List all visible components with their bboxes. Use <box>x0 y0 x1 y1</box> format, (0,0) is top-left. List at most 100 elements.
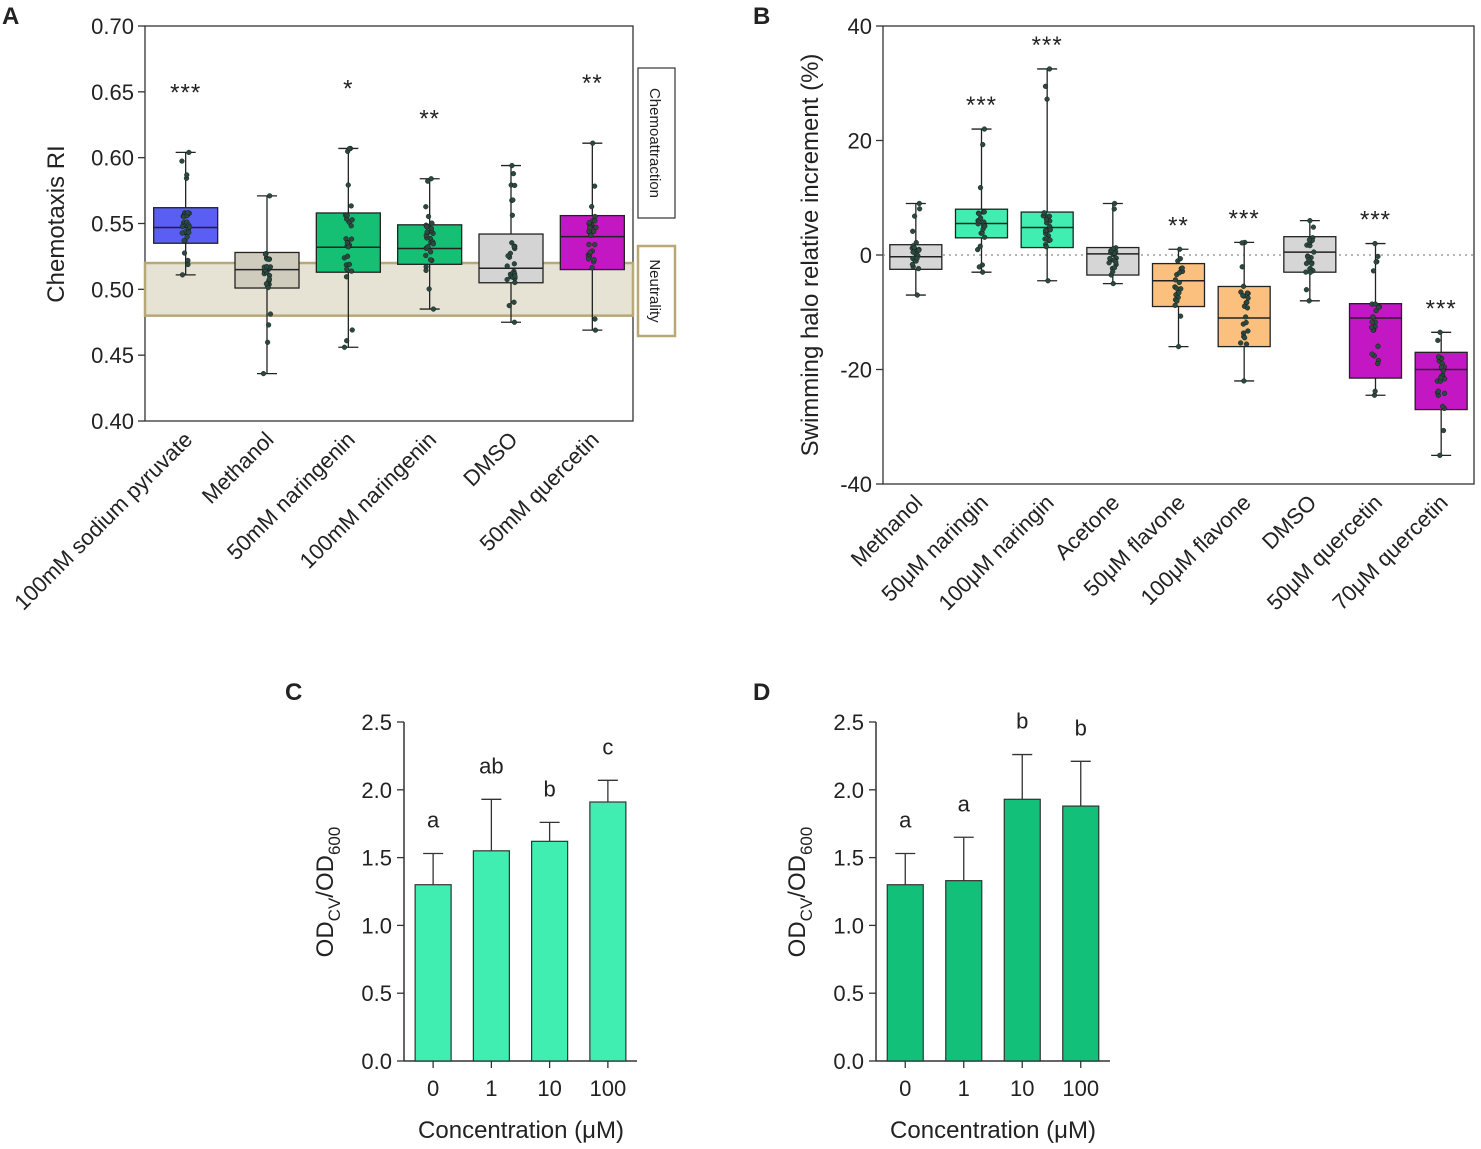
y-tick-label: 0.45 <box>91 343 134 368</box>
data-point <box>1240 292 1246 299</box>
data-point <box>1045 278 1051 284</box>
data-point <box>588 232 594 239</box>
data-point <box>909 261 916 268</box>
data-point <box>1110 281 1116 287</box>
bar <box>472 850 510 1062</box>
y-tick-label: 2.5 <box>833 710 864 735</box>
x-tick-label: 100 <box>1062 1076 1099 1101</box>
data-point <box>915 266 922 272</box>
data-point <box>511 261 517 267</box>
data-point <box>910 228 916 234</box>
data-point <box>423 267 429 273</box>
bar <box>886 884 924 1062</box>
bar <box>589 801 627 1062</box>
data-point <box>1042 83 1049 89</box>
panel-d-bars: a 0 a 1 b 10 b 100 <box>886 709 1100 1101</box>
y-tick-label: -40 <box>840 472 872 497</box>
data-point <box>504 276 510 283</box>
y-tick-label: 1.0 <box>833 913 864 938</box>
data-point <box>1303 269 1309 275</box>
data-point <box>982 234 988 240</box>
panel-a-neutral-band <box>143 261 635 317</box>
panel-c-y-ticks: 0.0 0.5 1.0 1.5 2.0 2.5 <box>361 710 404 1074</box>
data-point <box>424 229 430 235</box>
data-point <box>980 142 986 148</box>
data-point <box>1243 319 1249 326</box>
x-tick-label: 0 <box>427 1076 439 1101</box>
data-point <box>592 218 598 224</box>
data-point <box>1375 343 1381 349</box>
data-point <box>1373 259 1379 265</box>
y-tick-label: 2.0 <box>833 778 864 803</box>
data-point <box>1245 295 1251 301</box>
data-point <box>1047 237 1053 243</box>
data-point <box>1046 66 1053 72</box>
data-point <box>977 243 983 249</box>
data-point <box>1175 344 1182 350</box>
data-point <box>1369 319 1375 325</box>
data-point <box>1370 268 1377 274</box>
data-point <box>344 338 350 344</box>
panel-d-ylabel-sub-cv: CV <box>797 897 816 921</box>
data-point <box>1435 388 1441 394</box>
y-tick-label: 0 <box>860 243 872 268</box>
y-tick-label: 2.5 <box>361 710 392 735</box>
data-point <box>1041 210 1047 216</box>
significance-stars: *** <box>170 79 201 106</box>
data-point <box>1044 96 1050 102</box>
y-tick-label: 2.0 <box>361 778 392 803</box>
data-point <box>509 162 515 169</box>
data-point <box>425 178 431 184</box>
data-point <box>1047 227 1053 233</box>
data-point <box>430 241 436 247</box>
data-point <box>1307 269 1314 275</box>
panel-b-letter: B <box>753 3 770 30</box>
significance-letter: c <box>602 734 613 759</box>
data-point <box>510 197 516 203</box>
x-tick-label: 0 <box>899 1076 911 1101</box>
panel-c-ylabel-sub-600: 600 <box>325 827 344 855</box>
data-point <box>424 224 430 230</box>
y-tick-label: 0.60 <box>91 146 134 171</box>
data-point <box>589 204 595 210</box>
data-point <box>1239 264 1245 270</box>
data-point <box>980 269 986 275</box>
data-point <box>348 203 354 209</box>
panel-d-y-axis-title: ODCV/OD600 <box>784 827 816 958</box>
chemoattraction-label: Chemoattraction <box>646 88 663 198</box>
significance-stars: ** <box>582 70 603 97</box>
y-tick-label: 0.55 <box>91 212 134 237</box>
panel-c-ylabel-od: OD <box>312 921 339 957</box>
significance-stars: ** <box>1168 212 1189 239</box>
panel-d-ylabel-od: OD <box>784 921 811 957</box>
data-point <box>592 316 598 322</box>
significance-stars: *** <box>1426 295 1457 322</box>
significance-stars: ** <box>419 106 440 133</box>
data-point <box>260 371 267 377</box>
data-point <box>916 200 922 207</box>
data-point <box>346 261 352 268</box>
data-point <box>1310 224 1316 230</box>
data-point <box>510 171 517 177</box>
data-point <box>348 236 355 242</box>
panel-b-y-axis-title: Swimming halo relative increment (%) <box>797 54 824 457</box>
data-point <box>1240 283 1247 289</box>
data-point <box>589 265 595 271</box>
data-point <box>423 204 429 210</box>
data-point <box>1306 298 1312 304</box>
data-point <box>1110 245 1116 252</box>
panel-b-y-ticks: -40 -20 0 20 40 <box>840 14 883 497</box>
data-point <box>1178 286 1184 292</box>
data-point <box>1107 255 1113 262</box>
significance-letter: a <box>899 808 912 833</box>
box-body <box>1348 303 1403 379</box>
data-point <box>1438 375 1444 381</box>
data-point <box>1176 270 1183 276</box>
data-point <box>592 327 599 333</box>
y-tick-label: 0.50 <box>91 277 134 302</box>
data-point <box>267 193 273 199</box>
data-point <box>912 213 918 219</box>
data-point <box>1375 253 1381 259</box>
panel-c-x-axis-title: Concentration (μM) <box>418 1117 624 1144</box>
